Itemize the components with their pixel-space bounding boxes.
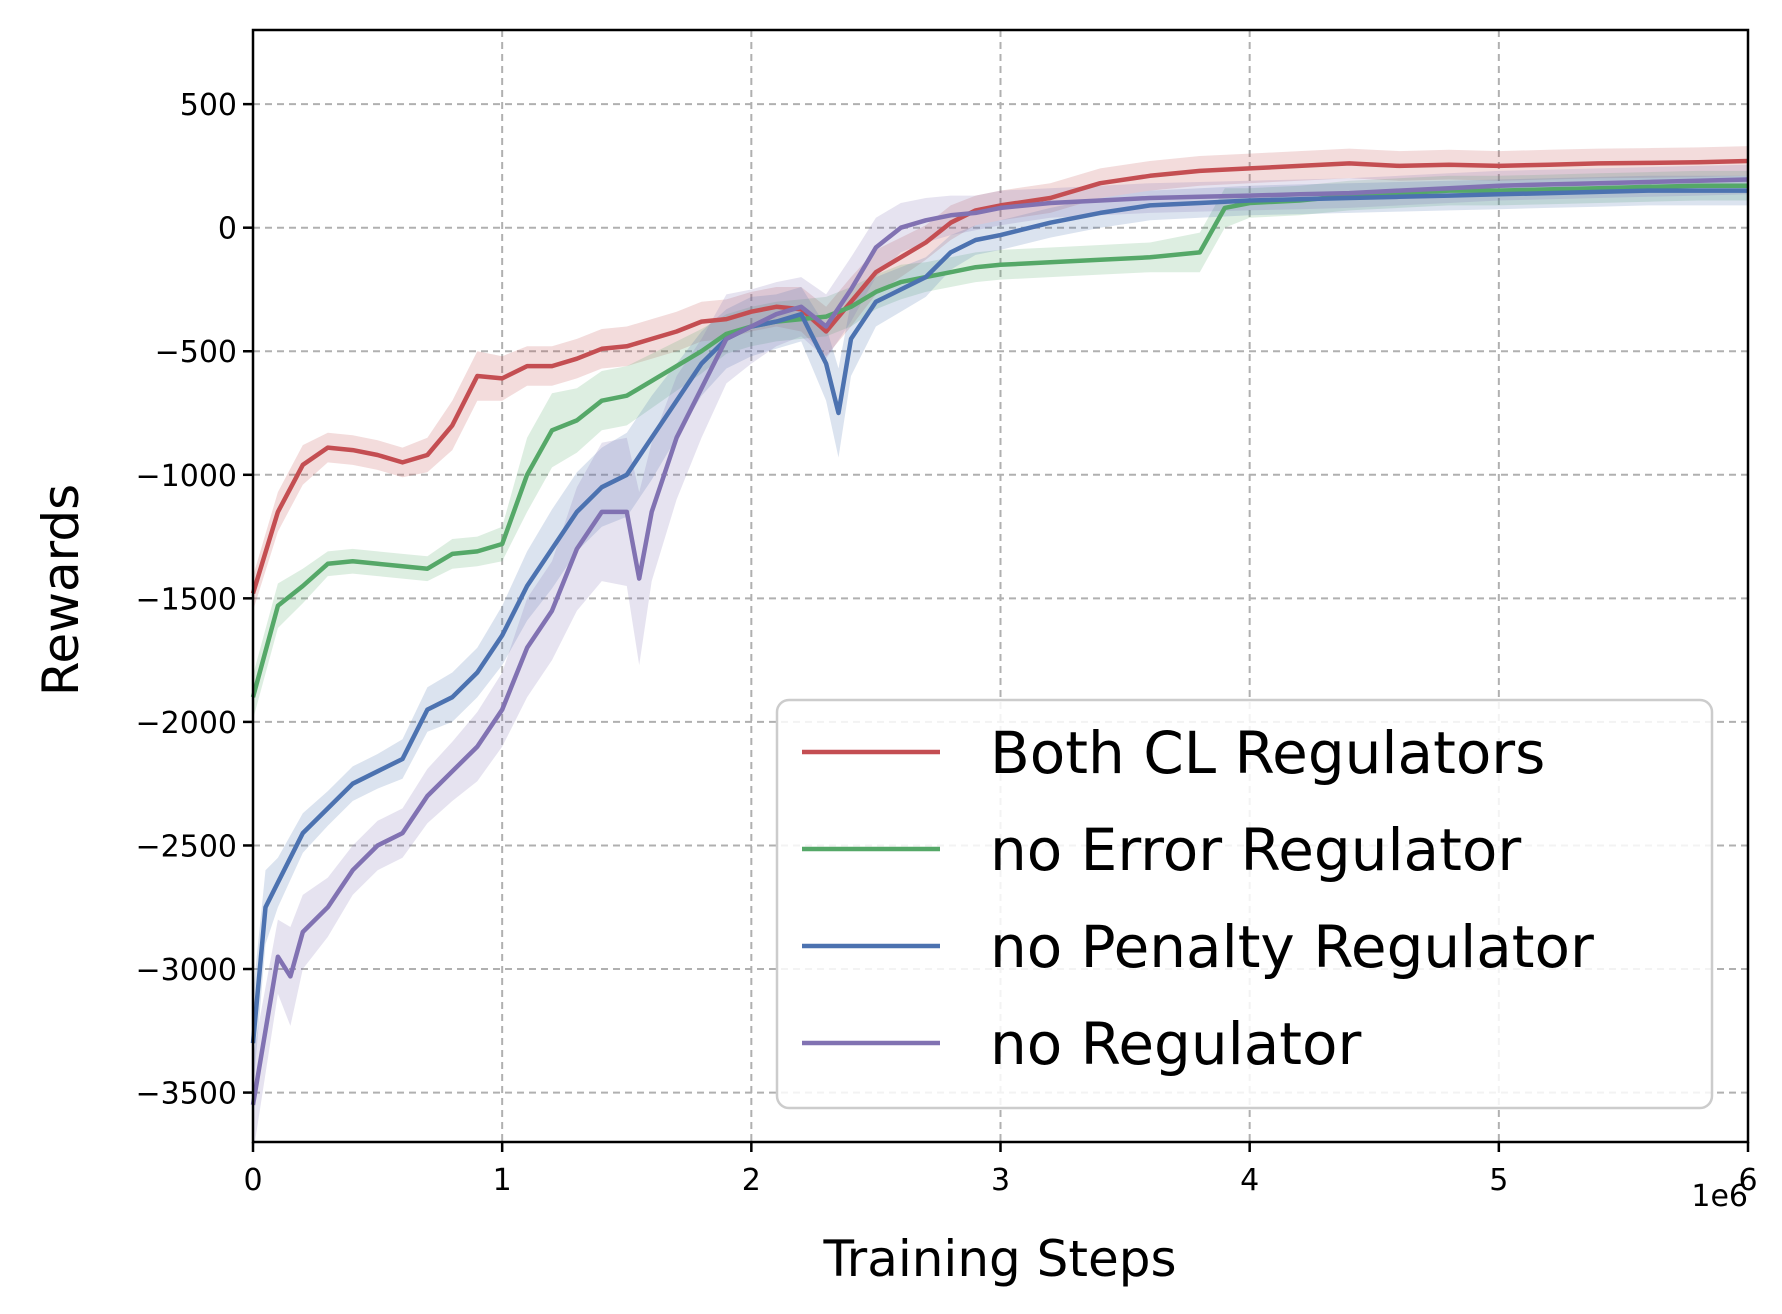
x-tick-label: 1 <box>493 1163 512 1198</box>
y-tick-label: −500 <box>155 335 237 370</box>
legend-box <box>775 698 1714 1110</box>
series-lines <box>250 158 1749 1106</box>
legend-label-no-error-regulator: no Error Regulator <box>990 816 1521 884</box>
band-no-regulator <box>253 164 1748 1155</box>
x-tick-label: 0 <box>243 1163 262 1198</box>
x-tick-label: 4 <box>1240 1163 1259 1198</box>
legend: Both CL Regulators no Error Regulator no… <box>775 698 1714 1110</box>
y-tick-label: −2500 <box>136 829 237 864</box>
x-tick-label: 3 <box>991 1163 1010 1198</box>
y-tick-label: −3000 <box>136 953 237 988</box>
x-tick-label: 5 <box>1489 1163 1508 1198</box>
legend-label-no-regulator: no Regulator <box>990 1010 1362 1078</box>
band-both-cl-regulators <box>253 146 1748 611</box>
y-tick-label: 500 <box>180 88 237 123</box>
confidence-bands <box>253 146 1748 1155</box>
x-axis-ticks: 0 1 2 3 4 5 6 <box>243 1142 1758 1198</box>
x-tick-label: 6 <box>1738 1163 1757 1198</box>
x-offset-label: 1e6 <box>1691 1179 1748 1214</box>
y-tick-label: 0 <box>218 212 237 247</box>
y-tick-label: −2000 <box>136 706 237 741</box>
x-axis-label: Training Steps <box>822 1230 1176 1288</box>
x-tick-label: 2 <box>742 1163 761 1198</box>
line-no-error-regulator <box>250 183 1748 698</box>
y-tick-label: −1000 <box>136 459 237 494</box>
legend-label-both-cl-regulators: Both CL Regulators <box>990 719 1545 787</box>
y-axis-ticks: 500 0 −500 −1000 −1500 −2000 −2500 −3000 −3500 <box>136 88 253 1112</box>
legend-label-no-penalty-regulator: no Penalty Regulator <box>990 913 1594 981</box>
line-both-cl-regulators <box>250 158 1749 595</box>
line-no-regulator <box>250 177 1749 1106</box>
band-no-error-regulator <box>253 170 1748 720</box>
line-no-penalty-regulator <box>250 188 1748 1044</box>
y-tick-label: −3500 <box>136 1077 237 1112</box>
y-tick-label: −1500 <box>136 582 237 617</box>
y-axis-label: Rewards <box>32 484 90 696</box>
